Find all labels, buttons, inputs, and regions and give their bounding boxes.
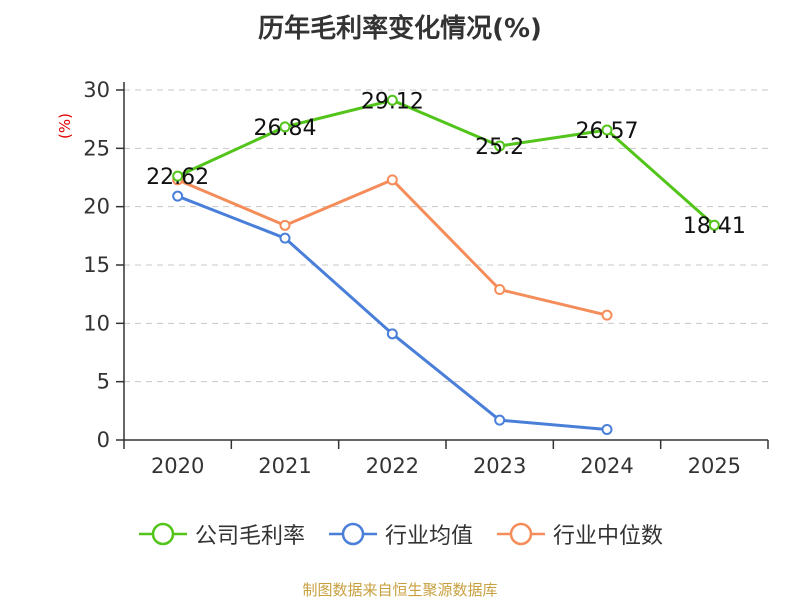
y-tick-label: 10 bbox=[83, 311, 110, 335]
data-label: 22.62 bbox=[146, 165, 209, 190]
x-tick-label: 2022 bbox=[366, 454, 419, 478]
legend-label: 行业均值 bbox=[384, 524, 473, 549]
data-point bbox=[386, 174, 398, 186]
data-label: 25.2 bbox=[475, 135, 524, 160]
legend-marker-icon bbox=[497, 522, 545, 546]
data-label: 18.41 bbox=[683, 214, 746, 239]
series-line bbox=[177, 98, 716, 227]
data-point bbox=[601, 309, 613, 321]
data-point bbox=[279, 219, 291, 231]
series-line bbox=[177, 178, 608, 317]
series-line bbox=[177, 194, 608, 431]
data-point bbox=[386, 328, 398, 340]
x-tick-label: 2023 bbox=[473, 454, 526, 478]
legend-label: 公司毛利率 bbox=[194, 524, 305, 549]
data-point bbox=[279, 232, 291, 244]
legend-marker-icon bbox=[138, 522, 187, 546]
y-tick-label: 15 bbox=[83, 253, 110, 277]
data-point bbox=[386, 94, 398, 106]
data-point bbox=[279, 121, 291, 133]
x-tick-label: 2021 bbox=[258, 454, 311, 478]
data-point bbox=[494, 140, 506, 152]
legend-item[interactable]: 公司毛利率 bbox=[137, 518, 305, 550]
legend-item[interactable]: 行业中位数 bbox=[495, 518, 663, 550]
data-point bbox=[708, 219, 720, 231]
y-tick-label: 20 bbox=[83, 195, 110, 219]
x-tick-label: 2025 bbox=[688, 454, 741, 478]
data-point bbox=[601, 424, 613, 435]
y-tick-label: 25 bbox=[83, 136, 110, 160]
legend: 公司毛利率 行业均值 行业中位数 bbox=[0, 518, 800, 550]
y-tick-label: 0 bbox=[97, 428, 110, 452]
data-point bbox=[172, 170, 184, 182]
data-label: 26.57 bbox=[576, 119, 639, 144]
y-tick-label: 5 bbox=[97, 370, 110, 394]
y-tick-label: 30 bbox=[83, 78, 110, 102]
data-point bbox=[494, 284, 506, 295]
data-label: 29.12 bbox=[361, 89, 424, 114]
legend-label: 行业中位数 bbox=[553, 524, 664, 549]
data-label: 26.84 bbox=[254, 116, 317, 141]
legend-marker-icon bbox=[328, 522, 377, 546]
chart-title: 历年毛利率变化情况(%) bbox=[258, 14, 542, 44]
x-tick-label: 2024 bbox=[580, 454, 633, 478]
legend-item[interactable]: 行业均值 bbox=[327, 518, 473, 550]
x-tick-label: 2020 bbox=[151, 454, 204, 478]
data-point bbox=[601, 124, 613, 136]
data-point bbox=[494, 414, 506, 426]
y-axis-unit: (%) bbox=[56, 113, 74, 139]
source-note: 制图数据来自恒生聚源数据库 bbox=[302, 581, 498, 599]
data-point bbox=[172, 190, 184, 202]
